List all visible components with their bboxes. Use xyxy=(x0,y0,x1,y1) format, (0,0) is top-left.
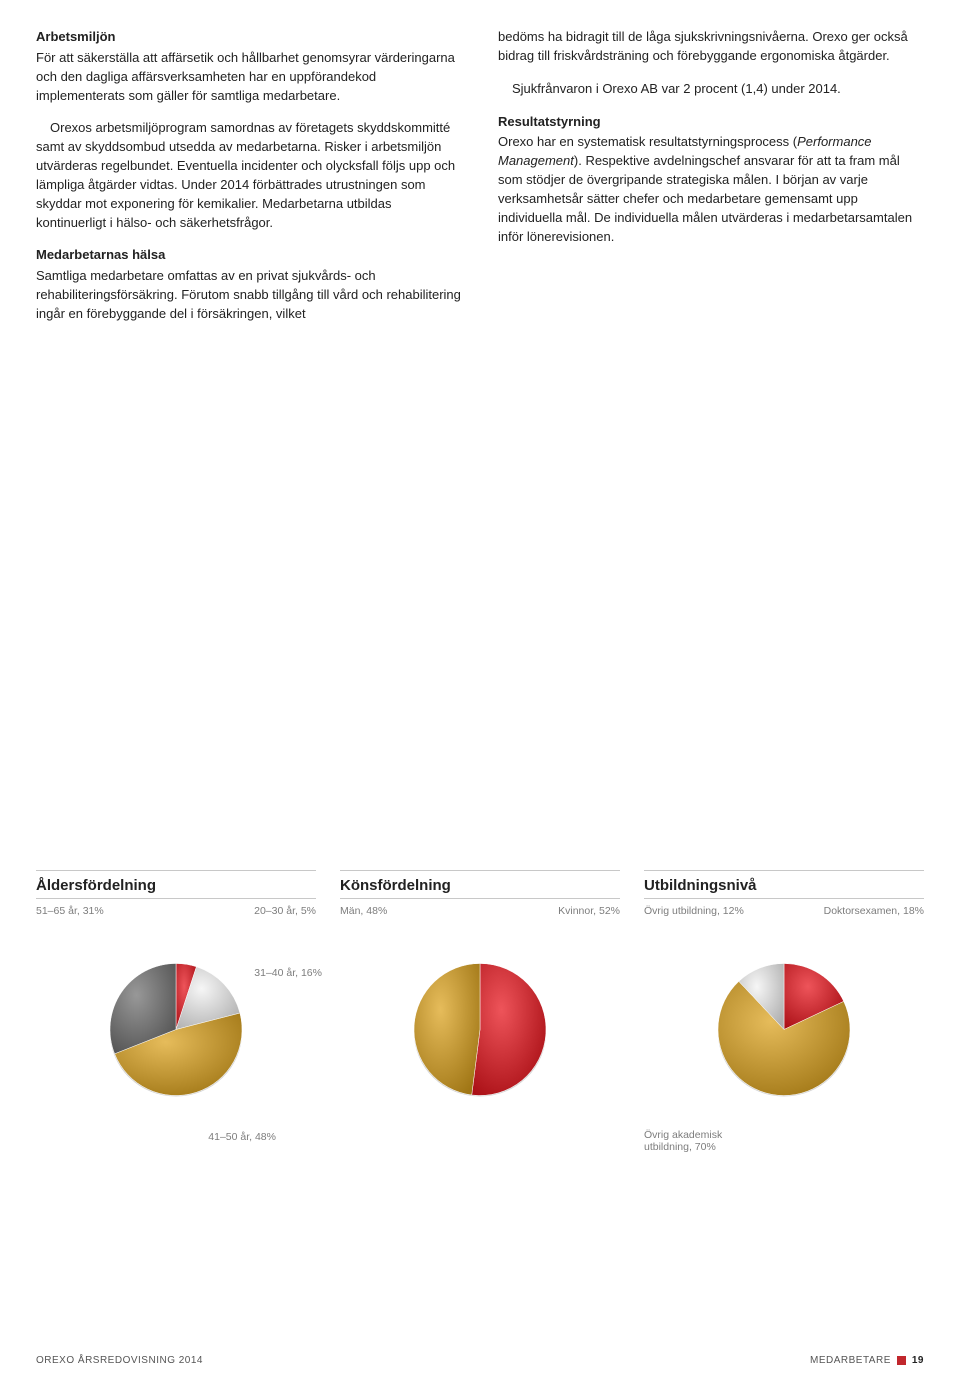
pie-label: 51–65 år, 31% xyxy=(36,905,104,917)
pie-label: Män, 48% xyxy=(340,905,387,917)
heading-medarbetarnas-halsa: Medarbetarnas hälsa xyxy=(36,246,462,265)
pie-slice xyxy=(414,963,480,1094)
footer-right: MEDARBETARE 19 xyxy=(810,1355,924,1366)
chart-age: Åldersfördelning 20–30 år, 5%31–40 år, 1… xyxy=(36,870,316,1135)
pie-label: Doktorsexamen, 18% xyxy=(824,905,924,917)
footer-page-number: 19 xyxy=(912,1355,924,1366)
chart-body-age: 20–30 år, 5%31–40 år, 16%41–50 år, 48%51… xyxy=(36,905,316,1135)
footer-left: OREXO ÅRSREDOVISNING 2014 xyxy=(36,1355,203,1366)
pie-svg xyxy=(106,959,246,1099)
pie-svg xyxy=(714,959,854,1099)
chart-title: Åldersfördelning xyxy=(36,870,316,899)
heading-resultatstyrning: Resultatstyrning xyxy=(498,113,924,132)
heading-arbetsmiljon: Arbetsmiljön xyxy=(36,28,462,47)
left-column: Arbetsmiljön För att säkerställa att aff… xyxy=(36,28,462,338)
pie-label: Övrig utbildning, 12% xyxy=(644,905,744,917)
footer-square-icon xyxy=(897,1356,906,1365)
para: För att säkerställa att affärsetik och h… xyxy=(36,49,462,106)
chart-body-edu: Doktorsexamen, 18%Övrig akademiskutbildn… xyxy=(644,905,924,1135)
text-columns: Arbetsmiljön För att säkerställa att aff… xyxy=(36,28,924,338)
para: Orexo har en systematisk resultatstyrnin… xyxy=(498,133,924,246)
para: bedöms ha bidragit till de låga sjukskri… xyxy=(498,28,924,66)
para-span: Orexo har en systematisk resultatstyrnin… xyxy=(498,134,797,149)
chart-gender: Könsfördelning Kvinnor, 52% Män, 48% xyxy=(340,870,620,1135)
chart-title: Könsfördelning xyxy=(340,870,620,899)
pie-label: Kvinnor, 52% xyxy=(558,905,620,917)
para: Orexos arbetsmiljöprogram samordnas av f… xyxy=(36,119,462,232)
pie-label: 41–50 år, 48% xyxy=(208,1131,276,1143)
para: Sjukfrånvaron i Orexo AB var 2 procent (… xyxy=(498,80,924,99)
pie-label: Övrig akademiskutbildning, 70% xyxy=(644,1129,754,1153)
chart-edu: Utbildningsnivå Doktorsexamen, 18%Övrig … xyxy=(644,870,924,1135)
pie-slice xyxy=(472,963,546,1095)
right-column: bedöms ha bidragit till de låga sjukskri… xyxy=(498,28,924,338)
pie-label: 31–40 år, 16% xyxy=(254,967,322,979)
page-footer: OREXO ÅRSREDOVISNING 2014 MEDARBETARE 19 xyxy=(0,1355,960,1366)
charts-row: Åldersfördelning 20–30 år, 5%31–40 år, 1… xyxy=(36,870,924,1135)
chart-body-gender: Kvinnor, 52% Män, 48% xyxy=(340,905,620,1135)
pie-label: 20–30 år, 5% xyxy=(254,905,316,917)
footer-section-label: MEDARBETARE xyxy=(810,1355,891,1366)
para: Samtliga medarbetare omfattas av en priv… xyxy=(36,267,462,324)
chart-title: Utbildningsnivå xyxy=(644,870,924,899)
pie-svg xyxy=(410,959,550,1099)
